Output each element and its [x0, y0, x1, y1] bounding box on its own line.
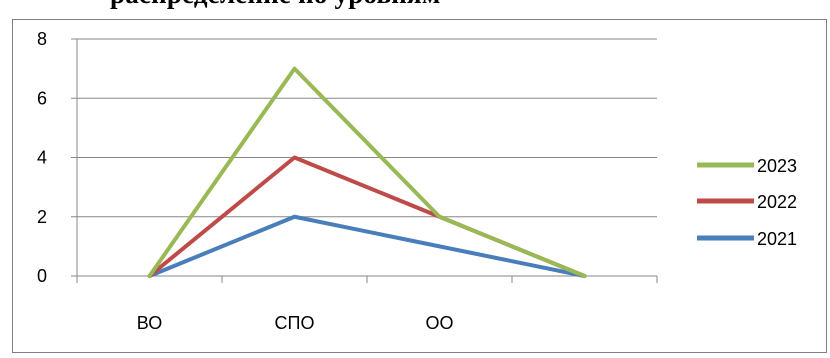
- y-tick-label: 0: [37, 266, 47, 286]
- y-tick-label: 8: [37, 29, 47, 49]
- legend-label: 2021: [757, 229, 797, 249]
- x-tick-label: ВО: [137, 313, 162, 333]
- cut-off-heading: распределение по уровням: [110, 0, 440, 10]
- y-tick-label: 4: [37, 148, 47, 168]
- legend-label: 2022: [757, 192, 797, 212]
- y-tick-label: 6: [37, 88, 47, 108]
- x-tick-label: СПО: [275, 313, 315, 333]
- series-line-2023: [147, 66, 587, 278]
- x-tick-label: ОО: [425, 313, 453, 333]
- y-tick-label: 2: [37, 207, 47, 227]
- series-line-2021: [147, 214, 587, 278]
- chart-frame: [12, 19, 827, 353]
- legend-label: 2023: [757, 156, 797, 176]
